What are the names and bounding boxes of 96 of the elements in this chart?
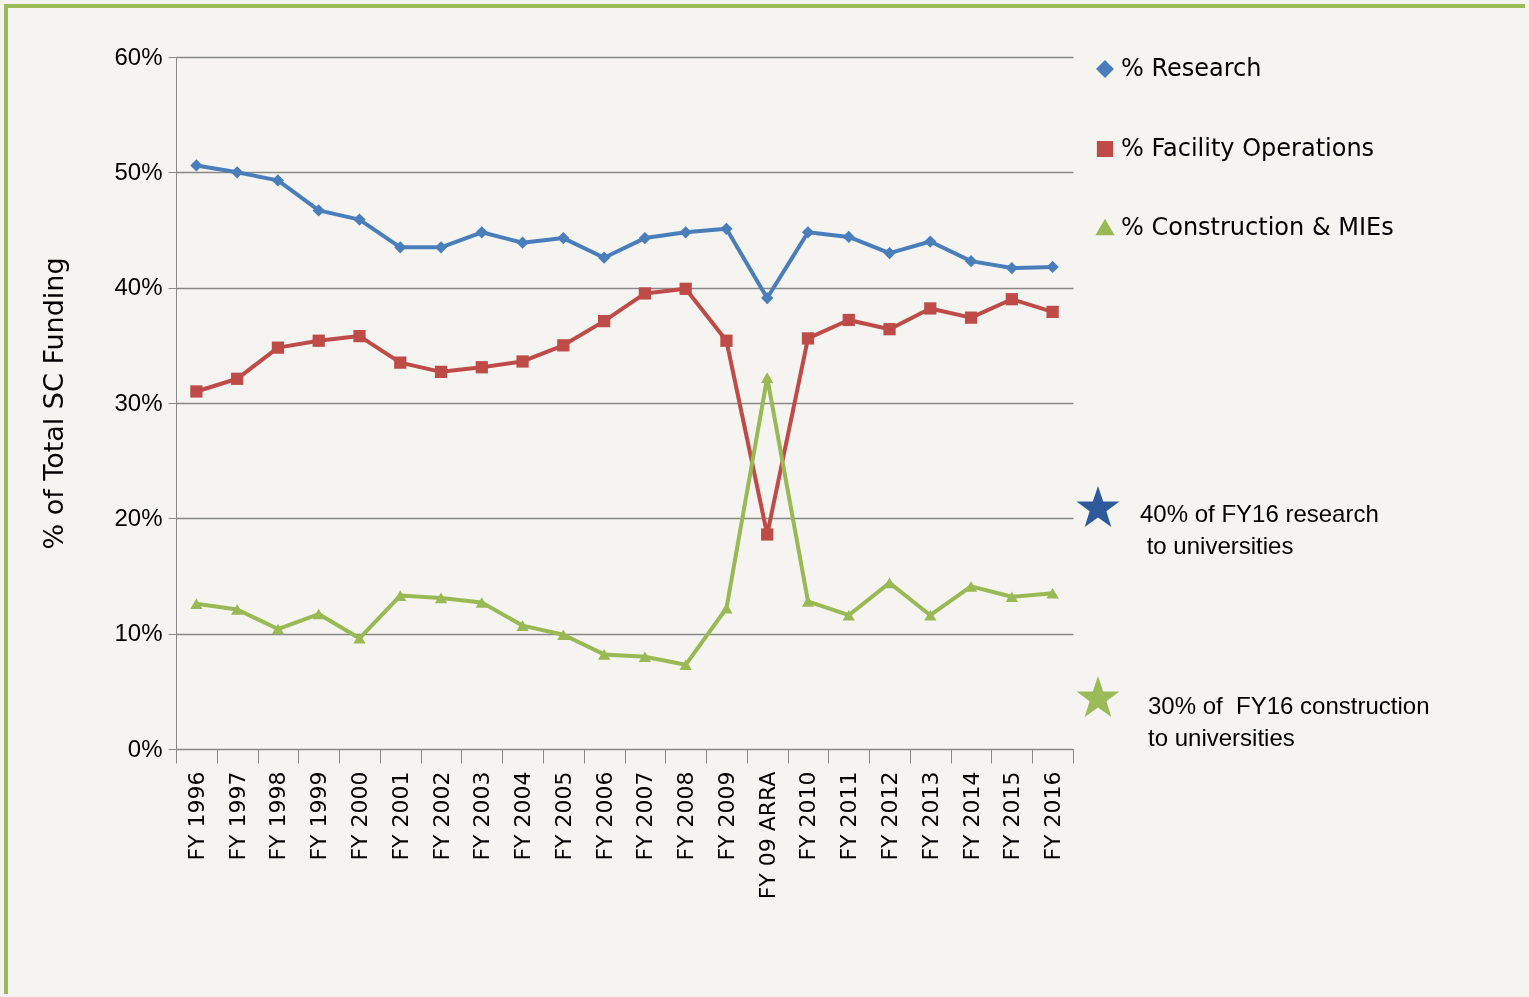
y-tick-label: 10% — [114, 619, 163, 647]
x-tick-label: FY 2001 — [387, 771, 413, 861]
point — [924, 235, 937, 248]
point — [924, 302, 937, 315]
point — [312, 334, 325, 347]
point — [516, 355, 529, 368]
point — [638, 651, 652, 663]
point — [516, 236, 529, 249]
y-tick-label: 20% — [114, 503, 163, 531]
x-tick-label: FY 2000 — [346, 771, 372, 861]
x-tick-label: FY 1996 — [183, 771, 209, 861]
x-tick-label: FY 2002 — [428, 771, 454, 861]
y-tick-label: 50% — [114, 157, 163, 185]
point — [597, 649, 611, 660]
point — [597, 251, 611, 264]
point — [597, 314, 611, 328]
point — [190, 598, 203, 609]
point — [638, 287, 652, 300]
x-tick-label: FY 2006 — [591, 771, 617, 861]
point — [271, 623, 285, 635]
point — [842, 313, 855, 327]
x-tick-label: FY 2004 — [510, 771, 536, 861]
point — [353, 213, 366, 226]
point — [271, 341, 285, 354]
point — [1046, 260, 1059, 274]
y-tick-label: 0% — [127, 734, 163, 762]
point — [842, 609, 855, 621]
point — [1046, 588, 1059, 599]
point — [801, 596, 815, 607]
point — [720, 334, 733, 347]
x-tick-label: FY 2003 — [469, 771, 495, 861]
text: 30% of FY16 construction to universities — [1148, 691, 1430, 753]
point — [801, 332, 815, 345]
point — [883, 323, 896, 336]
point — [190, 159, 203, 172]
point — [761, 372, 774, 383]
point — [761, 528, 774, 541]
point — [434, 241, 448, 254]
point — [883, 246, 896, 260]
point — [1005, 591, 1018, 603]
point — [394, 356, 407, 369]
point — [353, 329, 366, 343]
point — [231, 372, 244, 385]
x-tick-label: FY 09 ARRA — [754, 771, 780, 900]
point — [434, 592, 448, 604]
x-tick-label: FY 1997 — [224, 771, 250, 861]
legend-label: % Research — [1121, 54, 1262, 82]
x-tick-label: FY 2007 — [632, 771, 658, 861]
x-tick-label: FY 1998 — [265, 771, 291, 861]
point — [475, 226, 488, 239]
point — [720, 222, 733, 235]
x-tick-label: FY 2014 — [958, 771, 984, 861]
x-tick-label: FY 2016 — [1040, 771, 1066, 861]
point — [557, 339, 570, 352]
x-tick-label: FY 2005 — [550, 771, 576, 861]
point — [434, 365, 448, 378]
point — [557, 629, 570, 641]
point — [475, 361, 488, 374]
point — [842, 230, 855, 244]
point — [761, 291, 774, 305]
point — [1046, 305, 1059, 319]
point — [801, 226, 815, 239]
point — [638, 231, 652, 245]
x-tick-label: FY 2015 — [999, 771, 1025, 861]
legend-label: % Construction & MIEs — [1121, 213, 1394, 241]
y-tick-label: 30% — [114, 388, 163, 416]
point — [312, 204, 325, 217]
x-tick-label: FY 2013 — [917, 771, 943, 861]
point — [964, 311, 978, 324]
point — [557, 231, 570, 245]
x-tick-label: FY 2008 — [673, 771, 699, 861]
point — [924, 609, 937, 621]
x-tick-label: FY 2011 — [836, 771, 862, 861]
y-axis-title: % of Total SC Funding — [38, 257, 70, 550]
point — [231, 166, 244, 179]
point — [271, 174, 285, 187]
point — [475, 597, 488, 608]
x-tick-label: FY 1999 — [306, 771, 332, 861]
x-tick-label: FY 2010 — [795, 771, 821, 861]
x-tick-label: FY 2009 — [713, 771, 739, 861]
y-tick-label: 60% — [114, 42, 163, 70]
point — [1005, 261, 1018, 275]
y-tick-label: 40% — [114, 273, 163, 301]
point — [312, 608, 325, 620]
legend-label: % Facility Operations — [1121, 134, 1375, 162]
point — [353, 632, 366, 644]
point — [231, 604, 244, 615]
point — [679, 659, 692, 671]
point — [516, 620, 529, 631]
point — [190, 385, 203, 398]
point — [679, 282, 692, 295]
point — [964, 255, 978, 268]
point — [964, 581, 978, 592]
text: 40% of FY16 research to universities — [1140, 499, 1379, 561]
x-tick-label: FY 2012 — [877, 771, 903, 861]
point — [1005, 293, 1018, 306]
